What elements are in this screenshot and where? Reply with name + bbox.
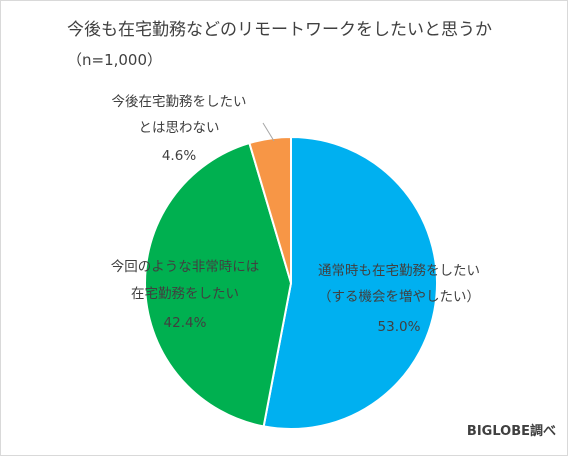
slice-labels: 通常時も在宅勤務をしたい （する機会を増やしたい） 53.0% 今回のような非常時には…: [111, 94, 480, 335]
slice-label-emergency-only-line1: 今回のような非常時には: [111, 259, 260, 275]
slice-label-not-wanted-line1: 今後在宅勤務をしたい: [112, 94, 247, 110]
pie-slice-not-wanted: [248, 135, 292, 284]
slice-label-regular-telework-line2: （する機会を増やしたい）: [318, 289, 480, 305]
slice-value-regular-telework: 53.0%: [378, 319, 421, 335]
slice-value-not-wanted: 4.6%: [162, 148, 196, 164]
slice-value-emergency-only: 42.4%: [164, 315, 207, 331]
chart-subtitle: （n=1,000）: [67, 51, 162, 69]
source-note: BIGLOBE調べ: [467, 423, 556, 439]
slice-label-regular-telework-line1: 通常時も在宅勤務をしたい: [318, 263, 480, 279]
slice-label-not-wanted-line2: とは思わない: [139, 120, 220, 136]
pie-slice-emergency-only: [144, 141, 293, 428]
chart-title: 今後も在宅勤務などのリモートワークをしたいと思うか: [67, 20, 492, 40]
slice-label-emergency-only-line2: 在宅勤務をしたい: [131, 286, 239, 302]
pie-slices: [144, 135, 439, 430]
leader-line: [262, 122, 275, 142]
pie-slice-regular-telework: [262, 135, 439, 430]
